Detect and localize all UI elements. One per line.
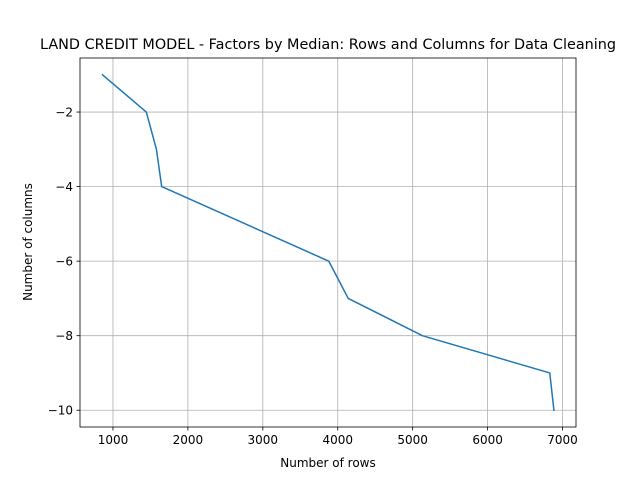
x-tick-label: 7000 — [547, 433, 578, 447]
plot-area — [80, 58, 576, 427]
series-line — [101, 73, 555, 412]
x-tick-label: 1000 — [98, 433, 129, 447]
x-tick-label: 4000 — [322, 433, 353, 447]
y-tick-label: −8 — [55, 329, 73, 343]
x-tick-label: 2000 — [173, 433, 204, 447]
x-tick-label: 5000 — [397, 433, 428, 447]
y-tick-label: −10 — [48, 404, 73, 418]
x-tick-label: 6000 — [472, 433, 503, 447]
y-axis: −2 −4 −6 −8 −10 — [48, 105, 80, 418]
y-tick-label: −6 — [55, 254, 73, 268]
series-layer — [101, 73, 555, 412]
x-axis-label: Number of rows — [280, 456, 375, 470]
y-tick-label: −2 — [55, 105, 73, 119]
axes-frame — [79, 57, 577, 428]
chart-title: LAND CREDIT MODEL - Factors by Median: R… — [40, 37, 616, 53]
x-tick-label: 3000 — [248, 433, 279, 447]
y-axis-label: Number of columns — [21, 183, 35, 301]
y-tick-label: −4 — [55, 180, 73, 194]
x-axis: 1000 2000 3000 4000 5000 6000 7000 — [98, 427, 578, 447]
